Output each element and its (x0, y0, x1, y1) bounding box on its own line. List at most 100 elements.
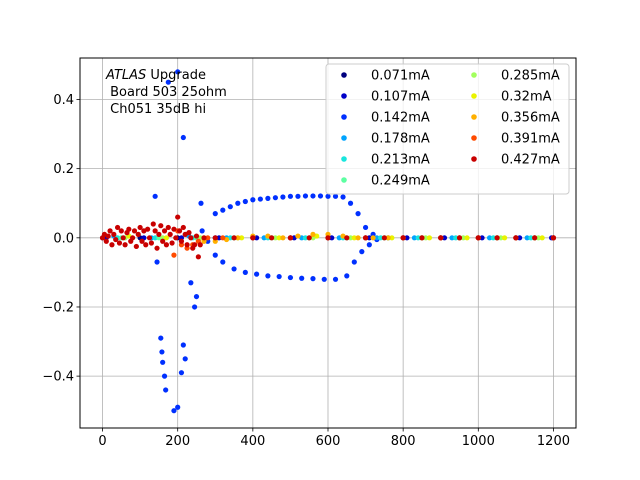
data-point (381, 235, 387, 241)
data-point (107, 228, 113, 234)
data-point (227, 204, 233, 210)
data-point (389, 235, 395, 241)
data-point (306, 235, 312, 241)
data-point (161, 228, 168, 234)
data-point (173, 235, 179, 241)
data-point (193, 233, 200, 239)
data-point (154, 259, 160, 265)
data-point (160, 359, 166, 365)
legend-item: 0.391mA (471, 132, 560, 147)
data-point (159, 349, 165, 355)
data-point (111, 231, 117, 237)
data-point (539, 235, 545, 241)
data-point (344, 273, 350, 279)
data-point (139, 238, 145, 244)
legend-marker (471, 135, 477, 141)
x-tick-label: 200 (165, 434, 190, 449)
tick-layer: 0 200 400 600 800 1000 1200 −0.4 −0.2 0.0 0.2 0.4 (42, 93, 570, 449)
data-point (180, 342, 186, 348)
y-tick-label: −0.2 (42, 300, 74, 315)
data-point (146, 235, 153, 241)
legend-item: 0.071mA (341, 69, 430, 84)
data-point (378, 235, 384, 241)
data-point (332, 193, 339, 199)
data-point (310, 193, 316, 199)
data-point (220, 259, 226, 265)
data-point (199, 228, 205, 234)
x-tick-label: 600 (316, 434, 341, 449)
data-point (163, 242, 170, 248)
x-tick-label: 400 (240, 434, 265, 449)
data-point (295, 193, 301, 199)
data-point (302, 193, 309, 199)
data-point (205, 235, 211, 241)
data-point (535, 235, 542, 241)
data-point (192, 242, 198, 248)
data-point (362, 235, 369, 241)
legend-marker (471, 114, 477, 120)
data-point (126, 226, 132, 232)
data-point (355, 211, 361, 217)
data-point (272, 195, 278, 201)
data-point (105, 233, 111, 239)
data-point (362, 224, 369, 231)
data-point (122, 242, 128, 248)
legend-marker (471, 72, 477, 78)
legend-item: 0.32mA (471, 90, 552, 105)
data-point (133, 243, 139, 250)
y-tick-label: 0.2 (53, 162, 74, 177)
data-point (175, 69, 181, 75)
x-tick-label: 0 (98, 434, 106, 449)
data-point (265, 273, 271, 279)
data-point (198, 200, 204, 206)
data-point (295, 233, 301, 239)
x-tick-label: 1000 (462, 434, 495, 449)
data-point (453, 235, 459, 241)
legend-label: 0.071mA (371, 69, 430, 84)
data-point (131, 228, 138, 234)
data-point (359, 249, 365, 255)
data-point (404, 235, 410, 241)
data-point (299, 275, 305, 281)
data-point (150, 221, 156, 227)
data-point (250, 235, 256, 241)
data-point (193, 293, 200, 300)
data-point (175, 404, 181, 410)
data-point (231, 235, 237, 241)
data-point (165, 224, 171, 231)
data-point (276, 273, 282, 280)
legend-item: 0.107mA (341, 90, 430, 105)
legend-label: 0.249mA (371, 174, 430, 189)
data-point (137, 224, 143, 231)
annotation-atlas: ATLAS (105, 68, 146, 83)
data-point (152, 235, 158, 241)
data-point (186, 230, 192, 236)
data-point (165, 79, 171, 85)
data-point (154, 245, 160, 251)
data-point (287, 235, 294, 241)
data-point (276, 235, 282, 241)
data-point (216, 235, 222, 241)
data-point (340, 194, 346, 200)
data-point (528, 235, 534, 241)
legend-item: 0.285mA (471, 69, 560, 84)
data-point (464, 235, 470, 241)
data-point (347, 235, 354, 241)
annotation-line-2: Board 503 25ohm (106, 85, 227, 100)
data-point (220, 235, 226, 241)
legend: 0.071mA 0.107mA 0.142mA 0.178mA 0.213mA 0.249… (325, 63, 570, 195)
data-point (180, 134, 186, 141)
data-point (250, 197, 256, 203)
data-point (182, 356, 188, 362)
data-point (171, 252, 177, 258)
data-point (103, 238, 109, 244)
data-point (374, 235, 380, 241)
legend-label: 0.285mA (501, 69, 560, 84)
data-point (175, 214, 181, 220)
data-point (280, 194, 286, 200)
y-tick-label: −0.4 (42, 370, 74, 385)
data-point (188, 280, 194, 286)
y-tick-label: 0.0 (53, 231, 74, 246)
data-point (118, 228, 124, 234)
data-point (423, 235, 429, 241)
